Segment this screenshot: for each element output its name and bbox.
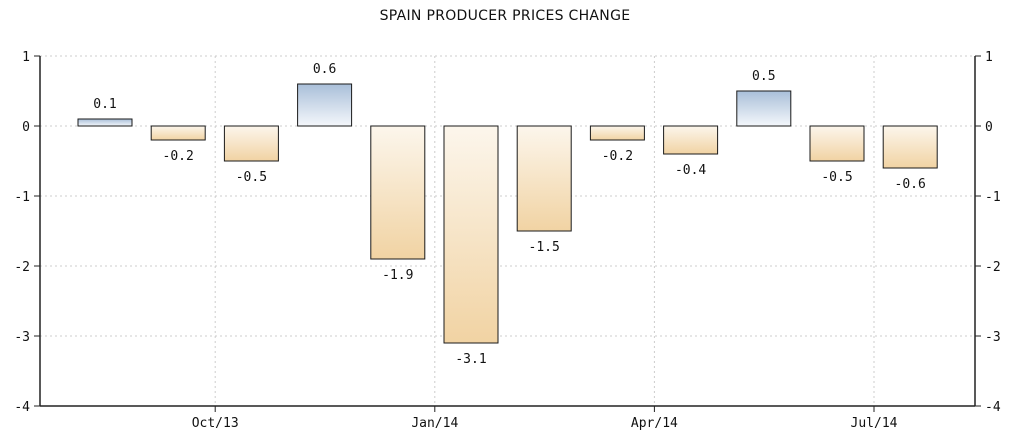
x-tick-label: Jan/14 [411, 416, 458, 431]
bar [223, 125, 279, 162]
bar [150, 125, 206, 141]
y-tick-label-right: -1 [985, 190, 1001, 205]
chart-title: SPAIN PRODUCER PRICES CHANGE [379, 8, 631, 24]
y-tick-label-left: -1 [14, 190, 30, 205]
x-tick-label: Apr/14 [631, 416, 678, 431]
y-tick-label-right: -3 [985, 330, 1001, 345]
bar [77, 118, 133, 127]
y-tick-label-left: -4 [14, 400, 30, 415]
x-tick-label: Oct/13 [192, 416, 239, 431]
data-labels: 0.1 -0.2 -0.5 0.6 -1.9 -3.1 -1.5 -0.2 -0.4 0.5 -0.… [93, 62, 926, 367]
y-tick-label-left: -3 [14, 330, 30, 345]
data-label: -3.1 [455, 352, 486, 367]
y-tick-label-left: -2 [14, 260, 30, 275]
data-label: -0.4 [675, 163, 706, 178]
bar [589, 125, 645, 141]
bar [736, 90, 792, 127]
bar [882, 125, 938, 169]
data-label: -1.9 [382, 268, 413, 283]
bar [663, 125, 719, 155]
bar [297, 83, 353, 127]
bar [370, 125, 426, 260]
data-label: -0.6 [895, 177, 926, 192]
y-tick-label-right: 0 [985, 120, 993, 135]
bar [516, 125, 572, 232]
y-tick-label-left: 1 [22, 50, 30, 65]
data-label: -0.5 [821, 170, 852, 185]
data-label: 0.5 [752, 69, 775, 84]
y-tick-label-right: 1 [985, 50, 993, 65]
bar [809, 125, 865, 162]
data-label: -1.5 [529, 240, 560, 255]
data-label: 0.6 [313, 62, 336, 77]
data-label: -0.5 [236, 170, 267, 185]
data-label: -0.2 [163, 149, 194, 164]
data-label: 0.1 [93, 97, 116, 112]
data-label: -0.2 [602, 149, 633, 164]
y-tick-label-right: -4 [985, 400, 1001, 415]
y-tick-label-left: 0 [22, 120, 30, 135]
gridlines [40, 55, 975, 406]
y-tick-label-right: -2 [985, 260, 1001, 275]
axes: 1 1 0 0 -1 -1 -2 -2 -3 -3 -4 -4 Oct/13 Jan/14 Apr/14 Ju… [14, 50, 1000, 431]
x-tick-label: Jul/14 [851, 416, 898, 431]
bars [77, 83, 938, 344]
bar [443, 125, 499, 344]
